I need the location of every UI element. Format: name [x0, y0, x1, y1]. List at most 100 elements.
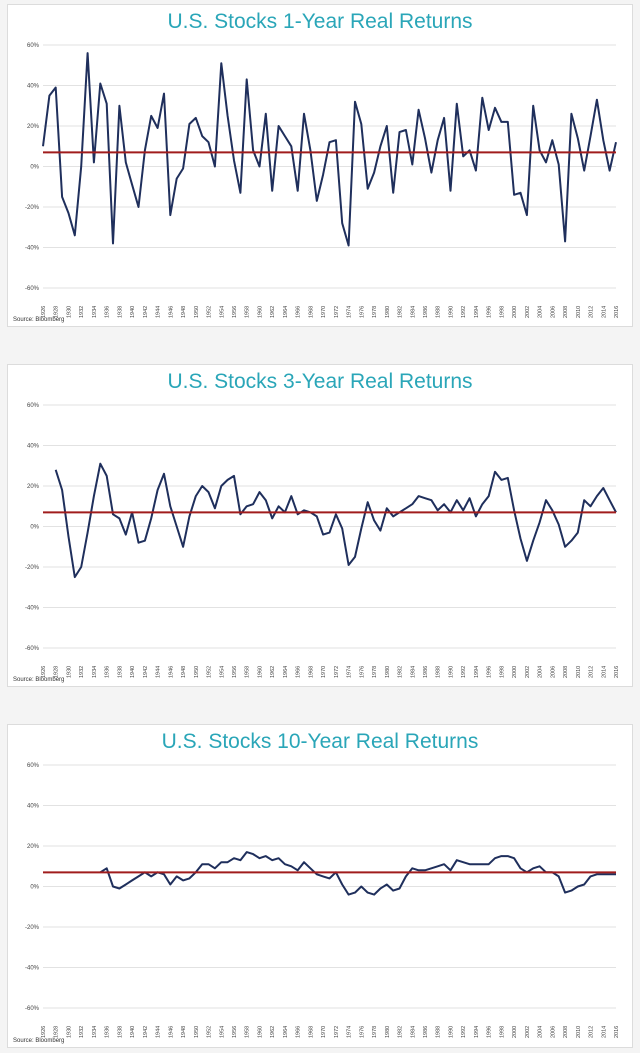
x-tick-label: 1956 — [232, 666, 238, 678]
y-tick-label: -60% — [25, 1006, 40, 1012]
x-tick-label: 1972 — [334, 306, 340, 318]
x-tick-label: 1996 — [487, 1026, 493, 1038]
source-note: Source: Bloomberg — [13, 677, 65, 683]
x-tick-label: 1986 — [423, 306, 429, 318]
x-tick-label: 1992 — [461, 306, 467, 318]
x-tick-label: 1978 — [372, 666, 378, 678]
x-tick-label: 2004 — [538, 1026, 544, 1038]
x-tick-label: 1954 — [219, 1026, 225, 1038]
chart-3y-returns: 60% 40% 20% 0% -20% -40% -60% 1926 1928 1930 1932 1… — [25, 403, 620, 678]
x-tick-label: 1966 — [296, 306, 302, 318]
chart-panel-10y: U.S. Stocks 10-Year Real Returns 60% 40% 2… — [7, 724, 633, 1048]
x-tick-label: 2002 — [525, 306, 531, 318]
series-line — [42, 52, 617, 247]
x-tick-label: 1946 — [168, 306, 174, 318]
x-tick-label: 1978 — [372, 306, 378, 318]
y-tick-label: -60% — [25, 646, 40, 652]
x-tick-label: 1968 — [308, 1026, 314, 1038]
x-tick-label: 2000 — [512, 1026, 518, 1038]
x-tick-label: 1986 — [423, 1026, 429, 1038]
x-tick-label: 1970 — [321, 1026, 327, 1038]
y-tick-label: 40% — [27, 804, 40, 810]
x-tick-label: 1960 — [257, 1026, 263, 1038]
source-note: Source: Bloomberg — [13, 1038, 65, 1044]
x-tick-label: 1944 — [156, 306, 162, 318]
x-tick-label: 1972 — [334, 1026, 340, 1038]
x-tick-label: 1954 — [219, 306, 225, 318]
y-tick-label: -40% — [25, 966, 40, 972]
x-tick-label: 1934 — [92, 666, 98, 678]
x-tick-label: 1950 — [194, 666, 200, 678]
x-tick-label: 1960 — [257, 666, 263, 678]
x-tick-label: 1950 — [194, 306, 200, 318]
y-tick-label: 40% — [27, 444, 40, 450]
x-tick-label: 1994 — [474, 1026, 480, 1038]
x-tick-label: 1990 — [448, 1026, 454, 1038]
x-tick-label: 1926 — [41, 1026, 47, 1038]
x-tick-label: 1930 — [66, 666, 72, 678]
x-tick-label: 2016 — [614, 1026, 620, 1038]
x-tick-label: 1976 — [359, 666, 365, 678]
chart-1y-returns: 60% 40% 20% 0% -20% -40% -60% 1926 1928 1930 1932 1… — [25, 43, 620, 318]
x-tick-label: 1962 — [270, 1026, 276, 1038]
x-tick-label: 1980 — [385, 306, 391, 318]
x-tick-label: 1980 — [385, 1026, 391, 1038]
x-tick-label: 1952 — [207, 1026, 213, 1038]
x-tick-label: 1964 — [283, 306, 289, 318]
x-tick-label: 1944 — [156, 666, 162, 678]
x-tick-label: 1968 — [308, 306, 314, 318]
x-tick-label: 1950 — [194, 1026, 200, 1038]
x-tick-label: 1940 — [130, 1026, 136, 1038]
y-tick-label: 40% — [27, 84, 40, 90]
x-tick-label: 1966 — [296, 666, 302, 678]
y-tick-label: 20% — [27, 124, 40, 130]
x-tick-label: 1998 — [499, 306, 505, 318]
x-tick-label: 1976 — [359, 1026, 365, 1038]
x-tick-label: 2012 — [589, 306, 595, 318]
x-tick-label: 1934 — [92, 306, 98, 318]
x-tick-label: 2008 — [563, 306, 569, 318]
y-tick-label: 60% — [27, 43, 40, 49]
x-tick-label: 1976 — [359, 306, 365, 318]
x-tick-label: 1992 — [461, 1026, 467, 1038]
x-tick-label: 2006 — [550, 666, 556, 678]
y-tick-label: 60% — [27, 763, 40, 769]
x-tick-label: 1930 — [66, 306, 72, 318]
x-tick-label: 1932 — [79, 306, 85, 318]
x-tick-label: 2016 — [614, 666, 620, 678]
chart-title: U.S. Stocks 10-Year Real Returns — [161, 730, 479, 753]
x-tick-label: 1938 — [117, 306, 123, 318]
x-tick-label: 1994 — [474, 666, 480, 678]
x-tick-label: 1998 — [499, 1026, 505, 1038]
x-tick-label: 1932 — [79, 1026, 85, 1038]
y-tick-label: 20% — [27, 844, 40, 850]
x-tick-label: 2014 — [601, 306, 607, 318]
x-tick-label: 1988 — [436, 1026, 442, 1038]
x-tick-label: 1970 — [321, 666, 327, 678]
y-tick-label: -40% — [25, 606, 40, 612]
x-tick-label: 1948 — [181, 666, 187, 678]
x-tick-label: 2006 — [550, 306, 556, 318]
x-tick-label: 1990 — [448, 306, 454, 318]
x-tick-label: 1958 — [245, 666, 251, 678]
x-tick-label: 1986 — [423, 666, 429, 678]
x-tick-label: 1938 — [117, 1026, 123, 1038]
x-tick-label: 1948 — [181, 306, 187, 318]
x-tick-label: 1934 — [92, 1026, 98, 1038]
x-tick-label: 1942 — [143, 1026, 149, 1038]
x-tick-label: 1982 — [398, 306, 404, 318]
x-tick-label: 2010 — [576, 1026, 582, 1038]
x-tick-label: 1974 — [347, 306, 353, 318]
series-line — [54, 462, 617, 579]
chart-10y-returns: 60% 40% 20% 0% -20% -40% -60% 1926 1928 1930 1932 1… — [25, 763, 620, 1038]
x-tick-label: 1946 — [168, 666, 174, 678]
x-tick-label: 1984 — [410, 666, 416, 678]
x-tick-label: 1982 — [398, 1026, 404, 1038]
x-tick-label: 1962 — [270, 666, 276, 678]
chart-title: U.S. Stocks 1-Year Real Returns — [167, 10, 473, 33]
chart-title: U.S. Stocks 3-Year Real Returns — [167, 370, 473, 393]
x-tick-label: 1944 — [156, 1026, 162, 1038]
x-tick-label: 1936 — [105, 1026, 111, 1038]
x-tick-label: 1952 — [207, 306, 213, 318]
x-tick-label: 1984 — [410, 306, 416, 318]
